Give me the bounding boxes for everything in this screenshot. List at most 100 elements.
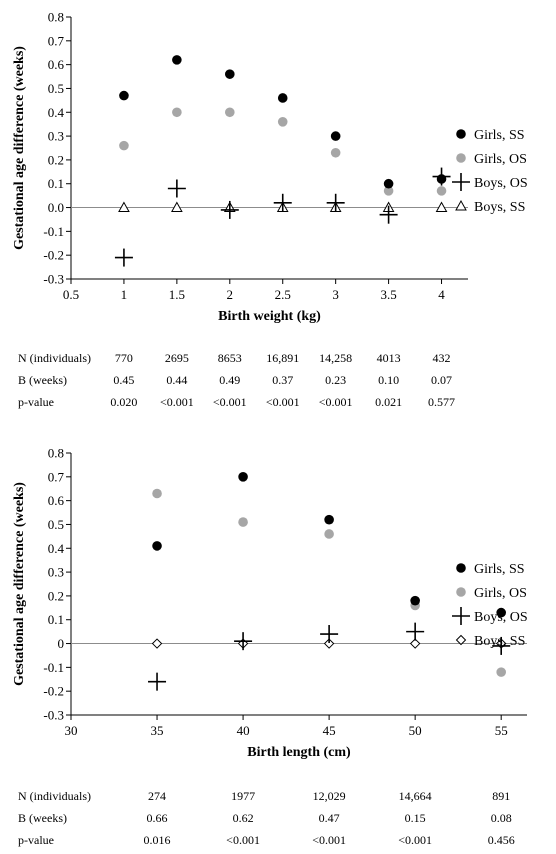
series-girls-ss [152, 472, 506, 618]
data-point [492, 636, 511, 655]
data-point [151, 638, 163, 649]
data-point [406, 622, 425, 641]
legend-label: Girls, OS [474, 152, 527, 167]
table-cell: 0.016 [144, 833, 171, 847]
x-axis-title: Birth weight (kg) [218, 309, 321, 324]
data-point [119, 140, 129, 151]
data-point [234, 632, 253, 651]
x-tick-label: 4 [438, 287, 445, 302]
legend-marker [456, 153, 466, 163]
table-cell: 0.456 [488, 833, 515, 847]
y-tick-label: 0.3 [48, 565, 64, 580]
data-point [383, 186, 394, 196]
legend-marker [452, 173, 470, 191]
legend-label: Boys, SS [474, 200, 525, 215]
table-cell: 0.47 [319, 811, 340, 825]
data-point [326, 193, 345, 212]
x-tick-label: 1 [121, 287, 128, 302]
data-point [330, 147, 341, 158]
data-point [409, 638, 421, 649]
table-row-label: N (individuals) [18, 789, 91, 803]
legend-marker [456, 129, 466, 139]
data-point [383, 178, 394, 189]
y-tick-label: 0.4 [48, 105, 65, 120]
data-point [148, 672, 167, 691]
legend-marker [456, 587, 466, 597]
table-cell: 0.08 [491, 811, 512, 825]
table-cell: 14,664 [399, 789, 432, 803]
data-point [167, 179, 186, 198]
table-cell: <0.001 [398, 833, 432, 847]
x-tick-label: 50 [409, 723, 422, 738]
data-point [172, 55, 182, 65]
data-point [410, 595, 420, 606]
legend-label: Girls, OS [474, 586, 527, 601]
y-axis-title: Gestational age difference (weeks) [12, 46, 27, 250]
data-point [320, 625, 339, 644]
series-girls-ss [119, 55, 447, 189]
table-cell: 0.577 [428, 395, 455, 409]
table-cell: 12,029 [313, 789, 346, 803]
table-cell: <0.001 [319, 395, 353, 409]
x-tick-label: 0.5 [63, 287, 79, 302]
data-point [436, 186, 447, 196]
data-point [225, 107, 235, 118]
table-cell: 0.021 [375, 395, 402, 409]
table-cell: 1977 [231, 789, 255, 803]
y-tick-label: 0.1 [48, 176, 64, 191]
y-tick-label: 0.3 [48, 129, 64, 144]
table-cell: 274 [148, 789, 166, 803]
table-cell: 0.62 [233, 811, 254, 825]
x-tick-label: 1.5 [169, 287, 185, 302]
y-tick-label: 0.5 [48, 517, 64, 532]
legend-marker [456, 563, 466, 573]
legend-label: Girls, SS [474, 128, 525, 143]
table-cell: 0.07 [431, 373, 452, 387]
x-tick-label: 55 [495, 723, 508, 738]
data-point [172, 107, 182, 118]
series-girls-os [152, 488, 506, 677]
y-tick-label: -0.2 [43, 684, 64, 699]
y-tick-label: 0.7 [48, 33, 65, 48]
table-row-label: p-value [18, 395, 54, 409]
y-tick-label: 0.6 [48, 57, 65, 72]
data-point [119, 90, 129, 101]
legend-label: Boys, OS [474, 176, 528, 191]
x-tick-label: 30 [65, 723, 78, 738]
legend-marker [452, 607, 470, 625]
data-point [496, 667, 506, 677]
y-axis-title: Gestational age difference (weeks) [12, 482, 27, 686]
x-tick-label: 45 [323, 723, 336, 738]
data-point [330, 131, 341, 141]
data-point [277, 117, 288, 127]
y-tick-label: -0.1 [43, 224, 64, 239]
data-point [496, 607, 506, 618]
data-point [171, 201, 183, 213]
data-point [118, 201, 130, 213]
data-point [225, 69, 235, 79]
data-point [432, 167, 451, 186]
y-tick-label: -0.1 [43, 660, 64, 675]
series-boys-os [114, 167, 451, 267]
table-cell: 770 [115, 351, 133, 365]
x-tick-label: 2.5 [275, 287, 291, 302]
table-row-label: p-value [18, 833, 54, 847]
table-cell: 2695 [165, 351, 189, 365]
data-point [238, 517, 248, 527]
table-cell: 0.020 [110, 395, 137, 409]
table-cell: <0.001 [226, 833, 260, 847]
data-point [324, 514, 334, 525]
table-cell: 0.23 [325, 373, 346, 387]
x-tick-label: 3.5 [380, 287, 396, 302]
y-tick-label: -0.3 [43, 708, 64, 723]
legend-label: Boys, SS [474, 634, 525, 649]
series-boys-os [148, 622, 511, 691]
chart-birth-weight: -0.3 -0.2 -0.1 0.0 0.1 0.2 0.3 0.4 0.5 0.6 0.7 0.8 0… [12, 10, 528, 410]
y-tick-label: 0.8 [48, 10, 64, 25]
y-tick-label: 0.4 [48, 541, 65, 556]
table-cell: 14,258 [319, 351, 352, 365]
table-cell: 0.45 [113, 373, 134, 387]
data-point [238, 472, 248, 482]
table-cell: 432 [433, 351, 451, 365]
table-row-label: N (individuals) [18, 351, 91, 365]
